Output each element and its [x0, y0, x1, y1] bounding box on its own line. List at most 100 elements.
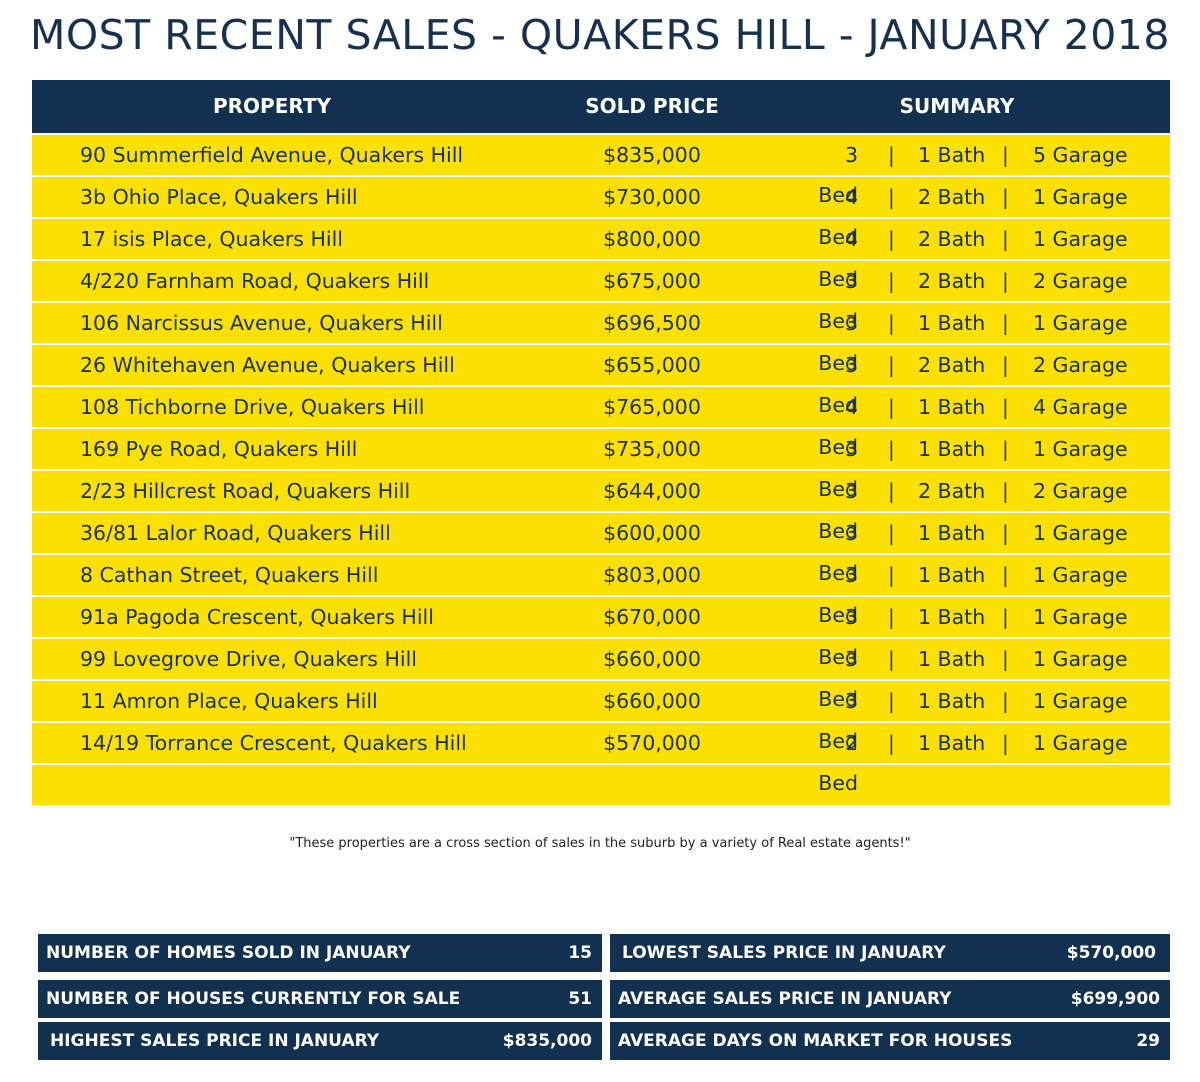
header-property: PROPERTY — [212, 94, 331, 118]
summary-separator: | — [1002, 227, 1009, 251]
garage-count: 1 Garage — [1033, 437, 1128, 461]
stat-lowest-price: LOWEST SALES PRICE IN JANUARY $570,000 — [610, 934, 1170, 972]
table-row: 108 Tichborne Drive, Quakers Hill $765,00… — [32, 385, 1170, 459]
table-row: 4/220 Farnham Road, Quakers Hill $675,000… — [32, 259, 1170, 333]
property-address: 14/19 Torrance Crescent, Quakers Hill — [80, 731, 467, 755]
stat-value: 29 — [1136, 1031, 1160, 1051]
table-row: 99 Lovegrove Drive, Quakers Hill $660,000… — [32, 637, 1170, 711]
sold-price: $660,000 — [603, 689, 701, 713]
bath-count: 1 Bath — [918, 143, 986, 167]
summary-separator: | — [888, 353, 895, 377]
sold-price: $600,000 — [603, 521, 701, 545]
sold-price: $835,000 — [603, 143, 701, 167]
garage-count: 1 Garage — [1033, 521, 1128, 545]
summary-separator: | — [1002, 689, 1009, 713]
bed-count: 3 Bed — [818, 353, 858, 417]
bed-count: 4 Bed — [818, 227, 858, 291]
header-sold-price: SOLD PRICE — [585, 94, 719, 118]
summary-separator: | — [888, 395, 895, 419]
table-row: 3b Ohio Place, Quakers Hill $730,000 4 Bed… — [32, 175, 1170, 249]
stat-houses-for-sale: NUMBER OF HOUSES CURRENTLY FOR SALE 51 — [38, 980, 602, 1018]
bed-count: 3 Bed — [818, 437, 858, 501]
stat-average-price: AVERAGE SALES PRICE IN JANUARY $699,900 — [610, 980, 1170, 1018]
garage-count: 1 Garage — [1033, 605, 1128, 629]
table-row: 2/23 Hillcrest Road, Quakers Hill $644,00… — [32, 469, 1170, 543]
table-row: 106 Narcissus Avenue, Quakers Hill $696,5… — [32, 301, 1170, 375]
table-body: 90 Summerfield Avenue, Quakers Hill $835,… — [32, 133, 1170, 805]
stat-value: $699,900 — [1070, 989, 1160, 1009]
summary-separator: | — [1002, 563, 1009, 587]
summary-separator: | — [888, 479, 895, 503]
stat-homes-sold: NUMBER OF HOMES SOLD IN JANUARY 15 — [38, 934, 602, 972]
sold-price: $735,000 — [603, 437, 701, 461]
bed-count: 3 Bed — [818, 689, 858, 753]
sales-table: PROPERTY SOLD PRICE SUMMARY 90 Summerfie… — [32, 80, 1170, 805]
stat-label: LOWEST SALES PRICE IN JANUARY — [622, 943, 946, 963]
sold-price: $570,000 — [603, 731, 701, 755]
stat-value: $835,000 — [502, 1031, 592, 1051]
summary-separator: | — [1002, 479, 1009, 503]
bed-count: 3 Bed — [818, 269, 858, 333]
garage-count: 1 Garage — [1033, 647, 1128, 671]
table-header: PROPERTY SOLD PRICE SUMMARY — [32, 80, 1170, 133]
garage-count: 2 Garage — [1033, 353, 1128, 377]
property-address: 8 Cathan Street, Quakers Hill — [80, 563, 379, 587]
property-address: 91a Pagoda Crescent, Quakers Hill — [80, 605, 434, 629]
property-address: 90 Summerfield Avenue, Quakers Hill — [80, 143, 464, 167]
summary-separator: | — [1002, 521, 1009, 545]
summary-separator: | — [888, 647, 895, 671]
table-row: 8 Cathan Street, Quakers Hill $803,000 3 B… — [32, 553, 1170, 627]
bed-count: 3 Bed — [818, 143, 858, 207]
garage-count: 1 Garage — [1033, 563, 1128, 587]
header-summary: SUMMARY — [899, 94, 1015, 118]
property-address: 106 Narcissus Avenue, Quakers Hill — [80, 311, 443, 335]
summary-separator: | — [888, 437, 895, 461]
summary-separator: | — [1002, 395, 1009, 419]
summary-separator: | — [1002, 269, 1009, 293]
disclaimer-note: "These properties are a cross section of… — [289, 836, 911, 851]
page-title: MOST RECENT SALES - QUAKERS HILL - JANUA… — [30, 11, 1170, 59]
summary-separator: | — [1002, 353, 1009, 377]
sold-price: $660,000 — [603, 647, 701, 671]
summary-separator: | — [888, 605, 895, 629]
bath-count: 1 Bath — [918, 437, 986, 461]
property-address: 26 Whitehaven Avenue, Quakers Hill — [80, 353, 455, 377]
property-address: 3b Ohio Place, Quakers Hill — [80, 185, 358, 209]
garage-count: 1 Garage — [1033, 227, 1128, 251]
property-address: 2/23 Hillcrest Road, Quakers Hill — [80, 479, 411, 503]
sold-price: $644,000 — [603, 479, 701, 503]
table-row: 36/81 Lalor Road, Quakers Hill $600,000 3 … — [32, 511, 1170, 585]
property-address: 99 Lovegrove Drive, Quakers Hill — [80, 647, 417, 671]
table-row: 91a Pagoda Crescent, Quakers Hill $670,00… — [32, 595, 1170, 669]
summary-separator: | — [888, 311, 895, 335]
bed-count: 3 Bed — [818, 563, 858, 627]
summary-separator: | — [1002, 647, 1009, 671]
property-address: 4/220 Farnham Road, Quakers Hill — [80, 269, 430, 293]
table-row: 17 isis Place, Quakers Hill $800,000 4 Bed… — [32, 217, 1170, 291]
table-row: 90 Summerfield Avenue, Quakers Hill $835,… — [32, 133, 1170, 207]
summary-separator: | — [888, 689, 895, 713]
stat-value: 15 — [568, 943, 592, 963]
sold-price: $696,500 — [603, 311, 701, 335]
sold-price: $730,000 — [603, 185, 701, 209]
property-address: 108 Tichborne Drive, Quakers Hill — [80, 395, 425, 419]
summary-separator: | — [1002, 437, 1009, 461]
property-address: 11 Amron Place, Quakers Hill — [80, 689, 378, 713]
garage-count: 1 Garage — [1033, 689, 1128, 713]
sold-price: $803,000 — [603, 563, 701, 587]
bed-count: 3 Bed — [818, 311, 858, 375]
bath-count: 2 Bath — [918, 227, 986, 251]
garage-count: 4 Garage — [1033, 395, 1128, 419]
garage-count: 2 Garage — [1033, 269, 1128, 293]
summary-separator: | — [1002, 185, 1009, 209]
table-row: 169 Pye Road, Quakers Hill $735,000 3 Bed |… — [32, 427, 1170, 501]
summary-separator: | — [1002, 143, 1009, 167]
summary-separator: | — [888, 227, 895, 251]
stat-average-days: AVERAGE DAYS ON MARKET FOR HOUSES 29 — [610, 1022, 1170, 1060]
bath-count: 1 Bath — [918, 731, 986, 755]
sold-price: $675,000 — [603, 269, 701, 293]
bed-count: 2 Bed — [818, 731, 858, 795]
garage-count: 5 Garage — [1033, 143, 1128, 167]
bath-count: 1 Bath — [918, 395, 986, 419]
table-row: 14/19 Torrance Crescent, Quakers Hill $57… — [32, 721, 1170, 795]
